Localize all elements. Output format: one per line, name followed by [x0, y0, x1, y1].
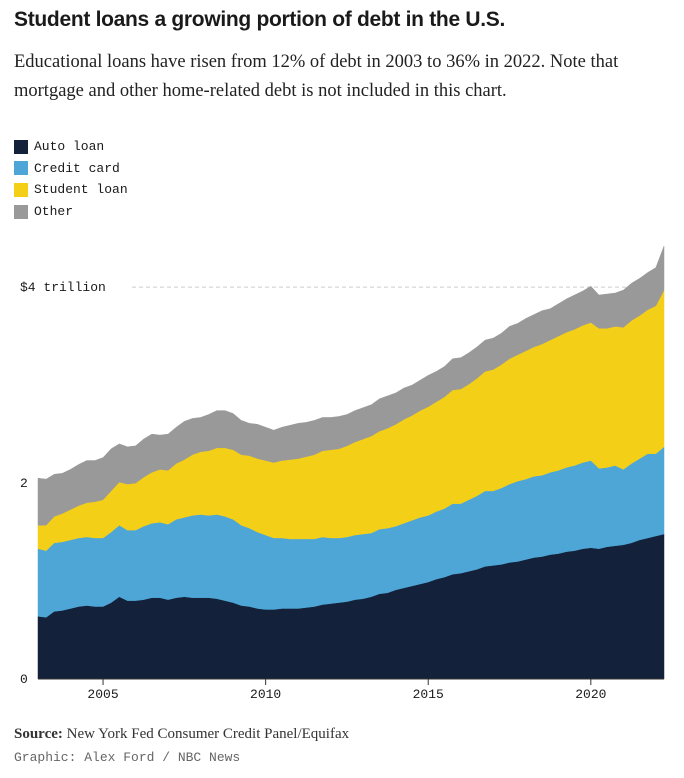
source-label: Source: — [14, 726, 63, 742]
legend-label: Credit card — [34, 160, 120, 176]
chart-subtitle: Educational loans have risen from 12% of… — [14, 52, 619, 101]
legend-swatch — [14, 204, 28, 219]
legend-label: Student loan — [34, 182, 128, 198]
x-tick-label-2015: 2015 — [413, 687, 444, 702]
legend-item-credit-card: Credit card — [14, 158, 128, 180]
chart-title: Student loans a growing portion of debt … — [14, 8, 506, 31]
area-other — [37, 245, 665, 526]
legend-swatch — [14, 161, 28, 176]
legend-label: Auto loan — [34, 139, 105, 155]
legend-label: Other — [34, 204, 74, 220]
chart-legend: Auto loan Credit card Student loan Other — [14, 136, 128, 222]
source-text: New York Fed Consumer Credit Panel/Equif… — [66, 726, 350, 742]
legend-item-other: Other — [14, 201, 128, 223]
legend-swatch — [14, 182, 28, 197]
graphic-credit: Graphic: Alex Ford / NBC News — [14, 750, 241, 765]
x-tick-label-2020: 2020 — [575, 687, 606, 702]
legend-item-student-loan: Student loan — [14, 179, 128, 201]
y-tick-label-0: 0 — [20, 672, 28, 687]
source-note: Source: New York Fed Consumer Credit Pan… — [14, 726, 349, 743]
x-tick-label-2005: 2005 — [87, 687, 118, 702]
legend-item-auto-loan: Auto loan — [14, 136, 128, 158]
y-tick-label-4: $4 trillion — [20, 280, 106, 295]
legend-swatch — [14, 139, 28, 154]
y-tick-label-2: 2 — [20, 476, 28, 491]
stacked-area-chart: 2005 2010 2015 2020 0 2 $4 trillion — [20, 245, 665, 702]
x-tick-label-2010: 2010 — [250, 687, 281, 702]
